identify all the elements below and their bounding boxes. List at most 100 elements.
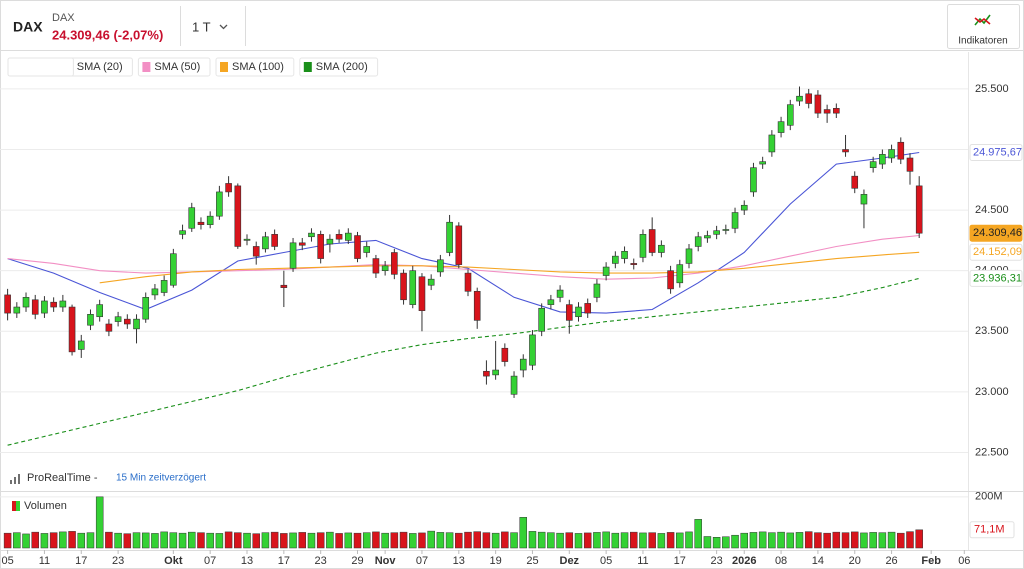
candle-body [906,157,914,172]
x-tick-label: 11 [637,555,648,567]
candle-body [252,246,260,257]
x-tick-label: 17 [674,555,686,567]
volume-bar [611,532,620,549]
volume-tag-box [969,521,1015,539]
candle-body [814,94,822,114]
interval-select[interactable]: 1 T [192,19,228,34]
button-frame[interactable] [947,4,1020,49]
volume-bar [593,532,601,549]
volume-bar [344,532,353,549]
candle-body [87,314,94,326]
candle-body [418,276,426,311]
candle-body [639,234,647,258]
volume-bar [31,531,39,549]
candle-body [68,306,76,353]
candle-body [170,253,177,286]
volume-bar [399,531,408,549]
legend-icon [16,501,20,511]
candle-body [326,238,334,245]
candle-body [658,244,665,253]
source-label: ProRealTime - [27,472,98,484]
y-tick-label: 24.500 [975,204,1009,216]
legend-label: SMA (50) [154,61,200,73]
candle-body [335,234,343,240]
quote: 24.309,46 (-2,07%) [52,27,163,42]
symbol: DAX [13,19,43,35]
volume-bar [409,533,417,549]
candle-body [648,229,656,253]
y-tick-label: 25.500 [975,83,1009,95]
candle-body [510,375,518,395]
volume-bar [418,532,426,549]
candle-body [888,149,895,159]
candle-body [731,212,739,229]
candle-body [842,149,849,153]
legend-label: SMA (20) [77,61,123,73]
chevron [219,24,228,30]
x-tick-label: 13 [453,555,465,567]
candle-body [77,340,85,350]
legend-item-box [7,57,74,77]
volume-bar [657,533,666,549]
candle-body [823,109,831,114]
x-tick-label: 11 [39,555,50,567]
volume-bar [316,532,325,549]
x-tick-label: 20 [849,555,861,567]
candle-body [50,301,57,308]
delay-label: 15 Min zeitverzögert [116,473,206,484]
x-tick-label: 05 [1,555,13,567]
candle-body [501,347,509,362]
candle-body [124,318,131,325]
volume-bar [777,531,785,549]
candle-body [133,318,140,330]
x-tick-label: 17 [278,555,290,567]
candle-body [289,242,297,269]
candle-body [565,304,573,321]
volume-bar [639,532,647,549]
volume-bar [381,532,389,549]
interval[interactable]: 1 T [192,19,211,34]
candle-body [722,229,730,231]
indicators-label[interactable]: Indikatoren [958,36,1007,47]
y-tick-label: 22.500 [975,446,1009,458]
volume-bar [676,532,684,549]
volume-bar [215,533,224,549]
candle-body [400,272,407,301]
candle-body [455,225,463,265]
volume-bar [556,532,564,549]
candle-body [363,246,371,253]
volume-bar [13,532,21,549]
volume-bar [804,531,813,549]
volume-bar [528,531,537,549]
candle-body [593,283,601,298]
volume-bar [574,533,583,549]
x-tick-label: 08 [775,555,787,567]
candle-body [851,175,859,189]
sma-line [99,251,920,284]
volume-bar [160,531,168,549]
volume-bar [850,531,859,549]
legend-icon [12,501,16,511]
candle-body [694,236,702,247]
x-tick-label: 23 [710,555,722,567]
legend-item-box [137,57,211,77]
x-tick-label: 25 [526,555,538,567]
indicators-button[interactable]: Indikatoren [947,4,1020,49]
volume-bar [68,531,76,549]
volume-bar [869,532,877,549]
volume-bar [482,532,491,549]
candle-body [630,263,638,265]
volume-bar [307,532,316,549]
price-tag-box [969,143,1023,161]
candle-body [740,204,748,211]
candle-body [243,238,251,241]
volume-bar [22,533,30,549]
volume-bar [519,517,528,549]
volume-legend-label: Volumen [24,500,67,512]
candle-body [271,234,278,247]
volume-bar [270,531,279,549]
volume-bar [878,532,887,549]
candle-body [897,141,905,160]
volume-bar [105,531,113,549]
